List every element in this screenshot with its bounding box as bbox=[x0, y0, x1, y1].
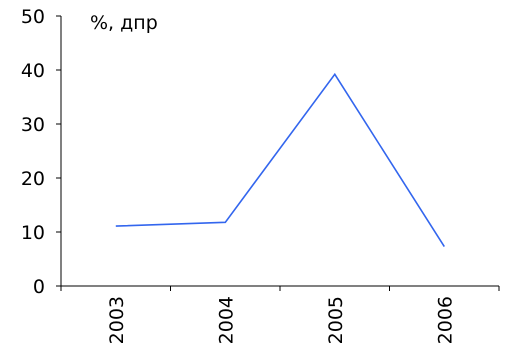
y-tick-label: 10 bbox=[21, 222, 45, 244]
series-group bbox=[115, 72, 445, 248]
y-tick-label: 20 bbox=[21, 168, 45, 190]
y-tick-label: 0 bbox=[33, 276, 45, 298]
series-line bbox=[115, 72, 445, 248]
y-axis-unit-label: %, дпр bbox=[90, 12, 158, 34]
y-tick-label: 50 bbox=[21, 6, 45, 28]
x-tick-label: 2005 bbox=[325, 296, 347, 344]
x-axis-ticks: 2003 2004 2005 2006 bbox=[60, 286, 500, 344]
y-tick-label: 40 bbox=[21, 60, 45, 82]
x-tick-label: 2006 bbox=[434, 296, 456, 344]
axes bbox=[60, 16, 499, 287]
y-axis-ticks: 0 10 20 30 40 50 bbox=[21, 6, 61, 298]
x-tick-label: 2003 bbox=[106, 296, 128, 344]
y-tick-label: 30 bbox=[21, 114, 45, 136]
x-tick-label: 2004 bbox=[215, 296, 237, 344]
